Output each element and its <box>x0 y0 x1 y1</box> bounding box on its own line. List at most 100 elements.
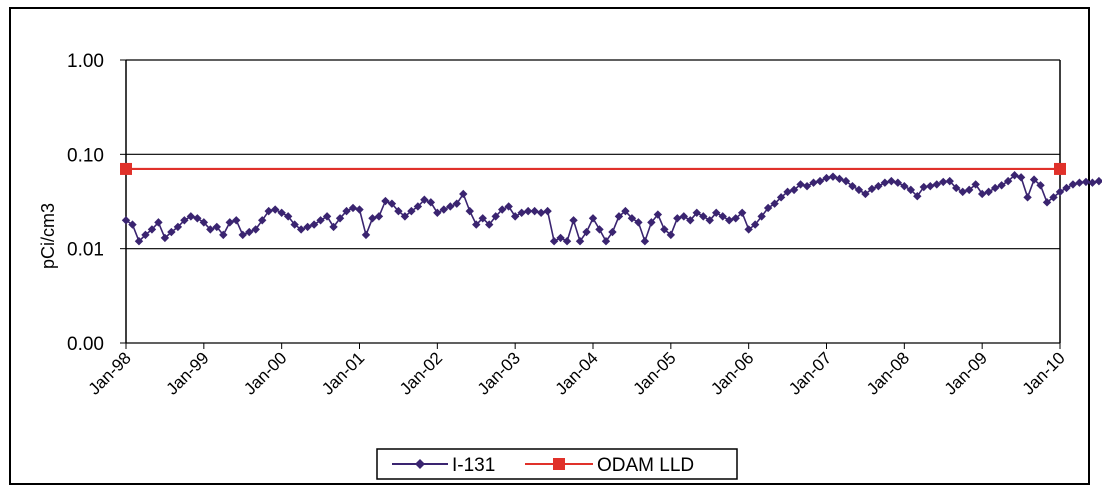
legend-label-odam-lld: ODAM LLD <box>597 455 694 476</box>
i131-point-22 <box>264 206 273 216</box>
i131-point-131 <box>971 180 980 189</box>
i131-point-27 <box>296 225 306 234</box>
i131-point-83 <box>660 225 669 234</box>
i131-point-76 <box>614 212 624 221</box>
i131-point-16 <box>225 218 234 227</box>
series-layer <box>120 162 1102 246</box>
i131-point-7 <box>167 227 176 237</box>
i131-point-3 <box>141 230 150 240</box>
i131-point-94 <box>731 214 740 223</box>
i131-point-46 <box>420 195 429 204</box>
plot-background <box>126 60 1060 343</box>
i131-point-31 <box>322 212 332 221</box>
i131-point-109 <box>828 172 838 181</box>
i131-point-52 <box>459 189 468 199</box>
i131-point-73 <box>595 225 604 234</box>
y-tick-label-0: 1.00 <box>67 51 104 72</box>
x-tick-label-6: Jan-04 <box>552 348 602 398</box>
i131-point-137 <box>1010 171 1019 180</box>
i131-point-17 <box>232 216 241 225</box>
i131-point-141 <box>1036 181 1045 190</box>
i131-point-93 <box>725 216 734 225</box>
i131-point-135 <box>997 181 1006 190</box>
i131-point-147 <box>1075 178 1084 187</box>
i131-point-32 <box>329 222 338 232</box>
i131-point-26 <box>290 220 299 229</box>
i131-point-127 <box>945 176 954 186</box>
i131-point-114 <box>861 189 870 199</box>
i131-point-108 <box>822 173 831 183</box>
i131-point-97 <box>750 220 760 229</box>
i131-point-110 <box>835 174 844 184</box>
i131-point-144 <box>1055 187 1065 197</box>
i131-point-74 <box>601 236 611 246</box>
x-tick-label-10: Jan-08 <box>863 348 913 398</box>
i131-point-0 <box>121 216 131 225</box>
i131-point-99 <box>763 203 773 213</box>
y-axis-title: pCi/cm3 <box>38 203 58 269</box>
legend-label-i131: I-131 <box>452 455 495 476</box>
odam-lld-point-1 <box>1054 162 1066 175</box>
i131-point-111 <box>841 176 851 186</box>
i131-point-62 <box>523 206 533 216</box>
i131-point-150 <box>1094 176 1102 186</box>
i131-point-55 <box>478 214 487 223</box>
i131-point-29 <box>309 220 319 229</box>
i131-point-128 <box>952 183 961 193</box>
i131-point-133 <box>984 187 993 197</box>
i131-point-119 <box>893 178 903 187</box>
i131-point-148 <box>1081 177 1091 187</box>
i131-point-8 <box>173 222 183 232</box>
i131-point-106 <box>809 178 818 187</box>
i131-point-117 <box>880 178 890 187</box>
i131-point-129 <box>958 187 967 197</box>
x-tick-label-11: Jan-09 <box>941 348 991 398</box>
i131-point-42 <box>394 206 403 216</box>
legend-i131-marker <box>415 459 425 469</box>
i131-point-43 <box>400 212 410 221</box>
x-tick-label-5: Jan-03 <box>474 348 524 398</box>
y-tick-label-1: 0.10 <box>67 145 104 166</box>
i131-point-36 <box>355 205 364 214</box>
i131-point-96 <box>744 225 753 234</box>
i131-point-57 <box>491 212 500 221</box>
legend: I-131 ODAM LLD <box>376 448 738 480</box>
i131-point-58 <box>497 205 507 214</box>
i131-point-19 <box>245 227 254 237</box>
i131-point-47 <box>426 198 436 207</box>
i131-point-68 <box>562 236 572 246</box>
i131-point-146 <box>1068 180 1078 189</box>
i131-point-136 <box>1003 176 1013 186</box>
i131-point-103 <box>789 185 799 195</box>
i131-point-100 <box>770 199 779 208</box>
i131-point-132 <box>977 189 987 199</box>
i131-point-86 <box>679 212 689 221</box>
x-tick-label-0: Jan-98 <box>85 348 135 398</box>
i131-point-102 <box>783 187 792 197</box>
i131-point-98 <box>757 212 766 221</box>
i131-point-67 <box>556 233 565 243</box>
i131-point-2 <box>134 236 144 246</box>
x-tick-label-4: Jan-02 <box>396 348 446 398</box>
i131-point-85 <box>673 214 682 223</box>
i131-point-1 <box>128 220 137 229</box>
i131-point-4 <box>147 225 157 234</box>
i131-point-91 <box>712 208 721 218</box>
i131-point-101 <box>776 193 786 202</box>
i131-point-37 <box>361 230 371 240</box>
i131-point-125 <box>932 180 941 189</box>
i131-point-28 <box>303 222 312 232</box>
i131-point-11 <box>193 214 202 223</box>
i131-point-65 <box>543 206 552 216</box>
i131-point-82 <box>653 210 663 219</box>
y-tick-label-3: 0.00 <box>67 334 104 355</box>
i131-point-72 <box>588 214 598 223</box>
i131-point-79 <box>634 218 643 227</box>
i131-point-77 <box>621 206 630 216</box>
i131-point-81 <box>647 218 656 227</box>
i131-point-134 <box>990 183 1000 193</box>
i131-point-138 <box>1016 173 1026 182</box>
x-tick-label-8: Jan-06 <box>707 348 757 398</box>
i131-point-87 <box>686 216 695 225</box>
i131-point-130 <box>964 185 974 195</box>
